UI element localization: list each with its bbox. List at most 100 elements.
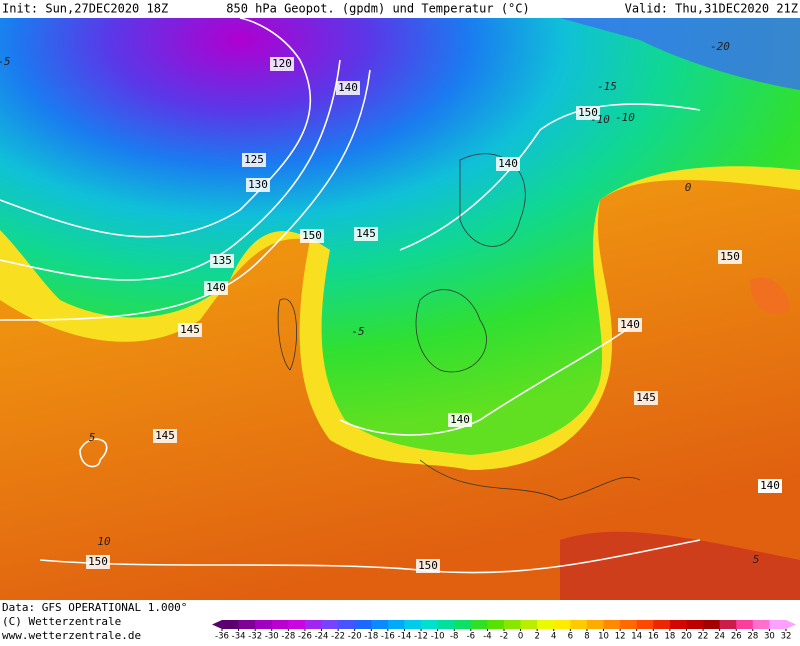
colorbar-tick-label: -4 (483, 632, 491, 642)
temperature-label: 5 (753, 553, 760, 566)
colorbar-tick-label: 16 (648, 632, 659, 642)
colorbar-tick-label: -8 (450, 632, 458, 642)
geopotential-label: 140 (760, 479, 780, 492)
colorbar-arrow-right (786, 620, 796, 629)
colorbar-bin (769, 620, 787, 629)
colorbar-tick-label: -28 (281, 632, 295, 642)
colorbar-bin (620, 620, 638, 629)
hot-zone (560, 531, 800, 600)
colorbar-bin (255, 620, 273, 629)
colorbar-bin (636, 620, 654, 629)
colorbar-tick-label: -16 (381, 632, 395, 642)
colorbar-bin (752, 620, 770, 629)
copyright: (C) Wetterzentrale (2, 615, 121, 628)
geopotential-label: 135 (212, 254, 232, 267)
geopotential-label: 140 (498, 157, 518, 170)
colorbar-tick-label: -6 (467, 632, 475, 642)
colorbar-bin (570, 620, 588, 629)
colorbar-bin (404, 620, 422, 629)
header-bar (0, 0, 800, 18)
geopotential-label: 130 (248, 178, 268, 191)
geopotential-label: 140 (206, 281, 226, 294)
colorbar-tick-label: 10 (598, 632, 609, 642)
colorbar-tick-label: -20 (348, 632, 362, 642)
colorbar-tick-label: -30 (265, 632, 279, 642)
colorbar-tick-label: 6 (568, 632, 573, 642)
contour-label-bg (178, 323, 202, 337)
contour-label-bg (718, 250, 742, 264)
colorbar-tick-label: 14 (631, 632, 642, 642)
geopotential-label: 125 (244, 153, 264, 166)
contour-label-bg (270, 57, 294, 71)
cold-pool-northeast (560, 18, 800, 90)
geopotential-label: 140 (620, 318, 640, 331)
colorbar-tick-label: 4 (551, 632, 556, 642)
colorbar-tick-label: -2 (500, 632, 508, 642)
colorbar-bin (553, 620, 571, 629)
contour-label-bg (618, 318, 642, 332)
contour-label-bg (576, 106, 600, 120)
colorbar-bin (586, 620, 605, 629)
temperature-label: -15 (597, 80, 617, 93)
contour-label-bg (448, 413, 472, 427)
colorbar-tick-label: 26 (731, 632, 742, 642)
warm-pocket (750, 277, 790, 314)
contour-label-bg (86, 555, 110, 569)
map-title: 850 hPa Geopot. (gpdm) und Temperatur (°… (226, 2, 529, 16)
colorbar-bin (354, 620, 372, 629)
contour-label-bg (758, 479, 782, 493)
colorbar-tick-label: -22 (331, 632, 345, 642)
colorbar-bin (603, 620, 621, 629)
colorbar-tick-label: 0 (518, 632, 523, 642)
colorbar-bin (304, 620, 323, 629)
colorbar-tick-label: 32 (781, 632, 792, 642)
colorbar-bin (421, 620, 439, 629)
colorbar-bin (686, 620, 704, 629)
temperature-label: -10 (590, 113, 610, 126)
temperature-label: -10 (615, 111, 635, 124)
colorbar-bin (537, 620, 555, 629)
init-time: Init: Sun,27DEC2020 18Z (2, 2, 168, 16)
geopotential-label: 150 (88, 555, 108, 568)
colorbar-tick-label: -24 (315, 632, 329, 642)
colorbar-bin (288, 620, 306, 629)
colorbar-tick-label: -18 (364, 632, 378, 642)
colorbar-arrow-left (212, 620, 222, 629)
colorbar-tick-label: 30 (764, 632, 775, 642)
colorbar-tick-label: 12 (615, 632, 626, 642)
contour-label-bg (246, 178, 270, 192)
contour-label-bg (204, 281, 228, 295)
colorbar-bin (371, 620, 389, 629)
colorbar-tick-label: 22 (698, 632, 709, 642)
colorbar-tick-label: 20 (681, 632, 692, 642)
contour-label-bg (336, 81, 360, 95)
contour-label-bg (496, 157, 520, 171)
contour-label-bg (153, 429, 177, 443)
geopotential-label: 140 (450, 413, 470, 426)
contour-label-bg (210, 254, 234, 268)
temperature-label: -5 (351, 325, 364, 338)
colorbar-bin (387, 620, 405, 629)
colorbar-tick-label: -36 (215, 632, 229, 642)
colorbar-tick-label: 28 (747, 632, 758, 642)
geopotential-label: 145 (155, 429, 175, 442)
temperature-label: -5 (0, 55, 11, 68)
colorbar-bin (736, 620, 754, 629)
colorbar-bin (454, 620, 472, 629)
geopotential-label: 145 (180, 323, 200, 336)
colorbar-tick-label: 18 (664, 632, 675, 642)
colorbar-tick-label: 8 (584, 632, 589, 642)
geopotential-label: 140 (338, 81, 358, 94)
data-source: Data: GFS OPERATIONAL 1.000° (2, 601, 187, 614)
colorbar-bin (222, 620, 240, 629)
colorbar-bin (271, 620, 289, 629)
colorbar-bin (437, 620, 455, 629)
contour-label-bg (416, 559, 440, 573)
geopotential-label: 145 (356, 227, 376, 240)
geopotential-label: 120 (272, 57, 292, 70)
colorbar-tick-label: -10 (431, 632, 445, 642)
colorbar-tick-label: -26 (298, 632, 312, 642)
geopotential-contours (0, 17, 701, 574)
map (0, 17, 800, 600)
